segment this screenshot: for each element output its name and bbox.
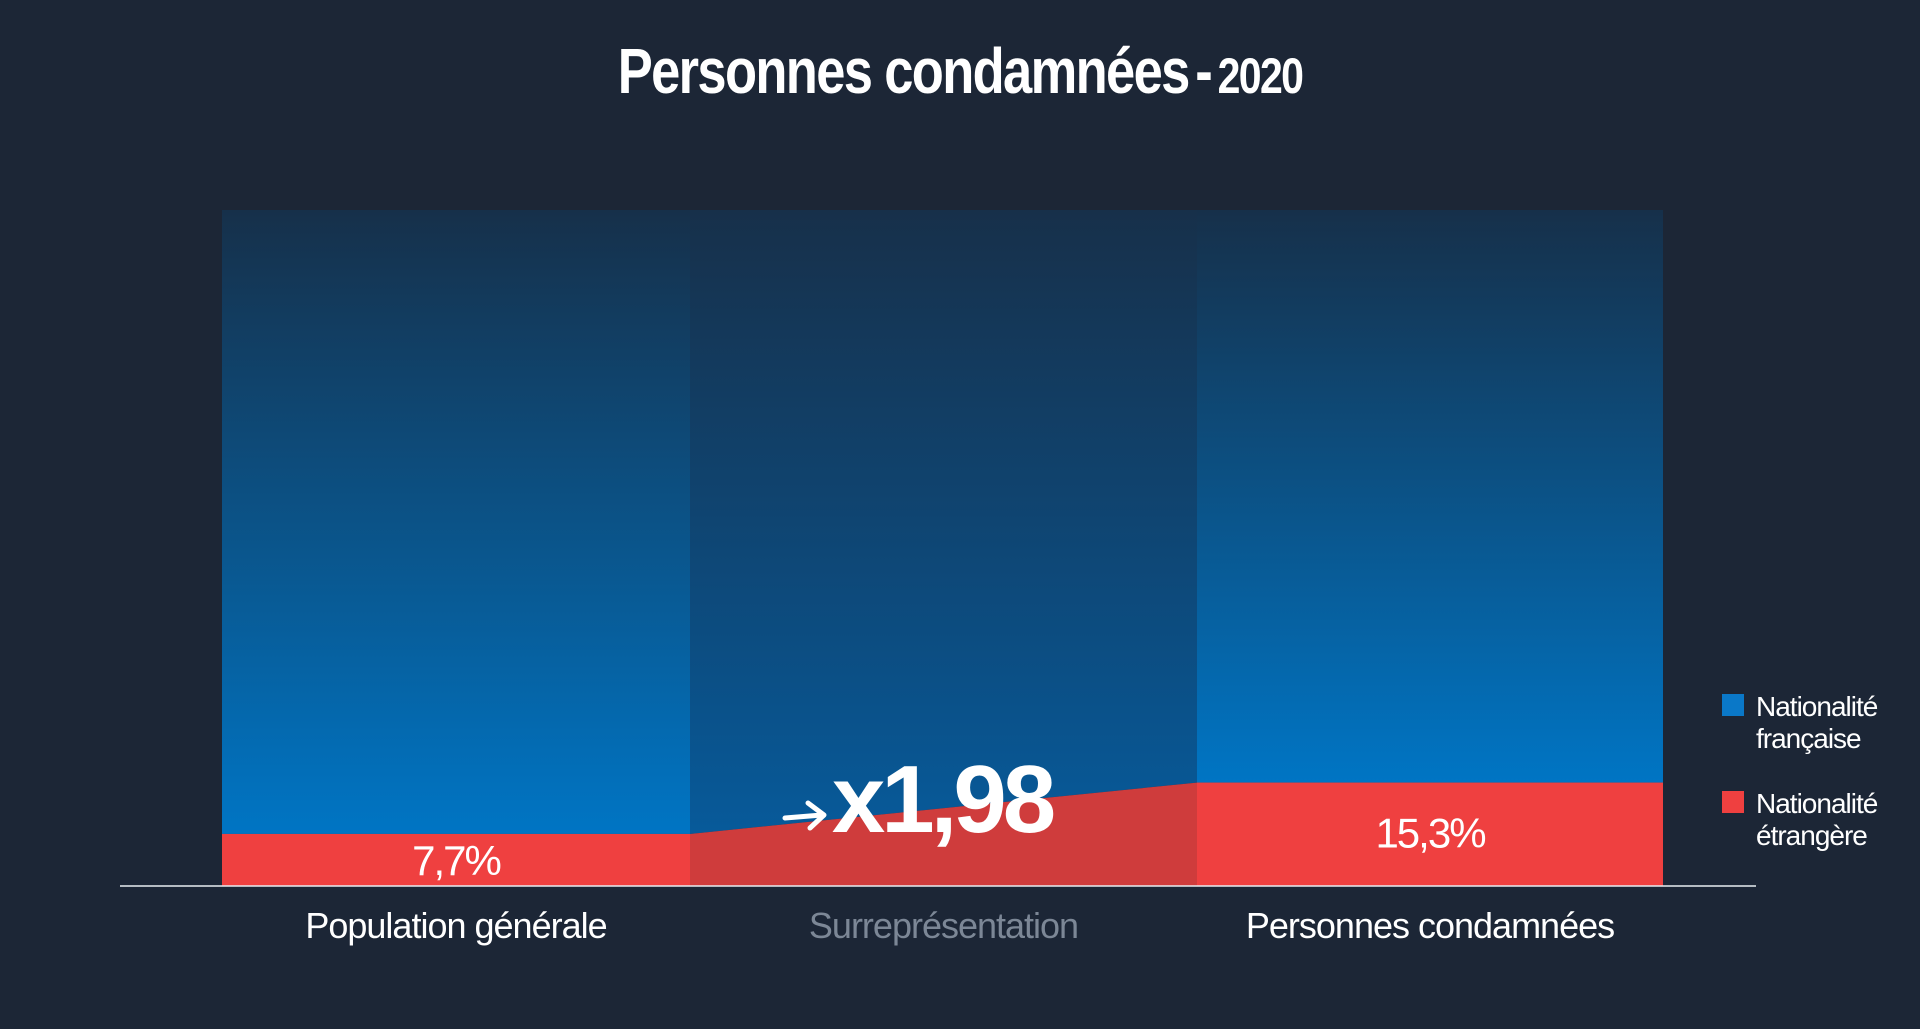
- category-label-personnes-condamnees: Personnes condamnées: [1246, 905, 1614, 946]
- legend-label-line1: Nationalité: [1756, 691, 1878, 722]
- bar-population-generale-etrangere: [222, 833, 690, 886]
- legend-label-line2: française: [1756, 723, 1861, 754]
- legend-swatch: [1722, 694, 1744, 716]
- bar-personnes-condamnees-francaise: [1197, 210, 1663, 783]
- value-label-population-generale: 7,7%: [412, 837, 500, 884]
- title-separator: -: [1195, 35, 1213, 107]
- bar-population-generale-francaise: [222, 210, 690, 834]
- legend-label-line2: étrangère: [1756, 820, 1867, 851]
- chart-subtitle: 2020: [1217, 48, 1304, 104]
- overrepresentation-factor: x1,98: [832, 746, 1054, 853]
- chart-title: Personnes condamnées -2020: [173, 34, 1747, 108]
- legend-label-line1: Nationalité: [1756, 788, 1878, 819]
- legend-swatch: [1722, 791, 1744, 813]
- category-label-population-generale: Population générale: [305, 905, 606, 946]
- value-label-personnes-condamnees: 15,3%: [1375, 809, 1485, 856]
- category-label-surrepresentation: Surreprésentation: [809, 905, 1078, 946]
- right-arrow-icon: [782, 800, 827, 831]
- band-surrepresentation-etrangere: [690, 782, 1197, 886]
- arrow-head: [805, 800, 827, 831]
- band-surrepresentation-francaise: [690, 210, 1197, 834]
- arrow-shaft: [782, 812, 825, 821]
- chart-title-text: Personnes condamnées: [617, 35, 1191, 107]
- bar-personnes-condamnees-etrangere: [1197, 782, 1663, 886]
